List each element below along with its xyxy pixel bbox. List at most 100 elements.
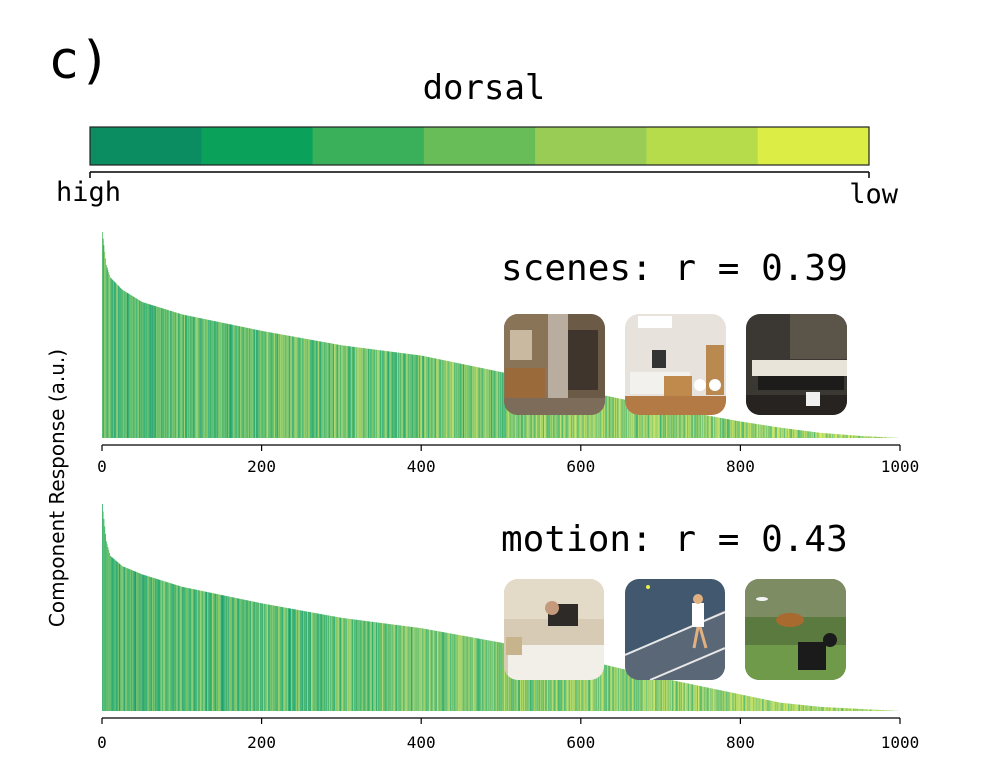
motion-bar (761, 698, 763, 711)
scenes-bar (832, 433, 833, 438)
scenes-x-tick-label: 800 (726, 457, 755, 476)
motion-bar (232, 597, 234, 711)
motion-bar (152, 577, 153, 711)
motion-bar (319, 613, 321, 711)
scenes-bar (256, 329, 258, 438)
motion-bar (821, 706, 822, 711)
motion-bar (401, 625, 402, 711)
scenes-bar (360, 347, 362, 438)
motion-bar (583, 659, 584, 711)
motion-bar (697, 685, 699, 711)
motion-bar (572, 657, 573, 711)
scenes-bar (175, 312, 177, 438)
motion-bar (432, 630, 434, 711)
scenes-bar (799, 430, 801, 438)
motion-bar (499, 642, 501, 711)
scenes-bar (752, 423, 754, 438)
motion-bar (657, 677, 659, 711)
motion-bar (118, 563, 120, 711)
motion-bar (880, 709, 881, 711)
motion-bar (159, 579, 161, 711)
motion-bar (295, 609, 297, 711)
scenes-bar (323, 342, 325, 438)
scenes-bar (617, 398, 619, 438)
motion-bar (273, 605, 275, 711)
scenes-bar (419, 355, 421, 438)
scenes-bar (882, 437, 884, 438)
motion-bar (162, 580, 164, 711)
motion-bar (457, 634, 458, 711)
scenes-bar (399, 352, 401, 438)
motion-bar (834, 707, 836, 711)
motion-bar (246, 600, 248, 711)
motion-bar (666, 679, 668, 711)
scenes-bar (778, 427, 780, 438)
motion-bar (381, 623, 383, 711)
scenes-bar (658, 406, 659, 438)
scenes-bar (121, 289, 123, 438)
motion-bar (353, 619, 355, 711)
motion-bar (180, 586, 181, 711)
scenes-bar (709, 415, 710, 438)
scenes-bar (342, 345, 343, 438)
motion-bar (128, 568, 130, 711)
scenes-bar (290, 336, 292, 438)
scenes-bar (131, 295, 133, 438)
scenes-bar (739, 421, 741, 438)
scenes-bar (635, 401, 636, 438)
scenes-bar (451, 361, 453, 438)
scenes-bar (436, 358, 438, 438)
motion-bar (496, 641, 497, 711)
scenes-bar (335, 344, 337, 438)
scenes-bar (680, 410, 682, 438)
scenes-bar (674, 409, 676, 438)
scenes-bar (885, 437, 887, 438)
motion-bar (425, 629, 427, 711)
motion-bar (212, 593, 214, 711)
motion-bar (459, 635, 461, 711)
scenes-bar (199, 318, 201, 438)
scenes-bar (389, 351, 390, 438)
motion-bar (416, 627, 418, 711)
scenes-bar (698, 414, 700, 438)
scenes-bar (374, 349, 375, 438)
scenes-bar (756, 423, 758, 438)
motion-bar (873, 709, 875, 711)
scenes-bar (651, 405, 652, 438)
scenes-bar (824, 433, 825, 438)
motion-bar (623, 669, 625, 711)
motion-bar (812, 706, 813, 711)
motion-bar (560, 655, 562, 711)
scenes-bar (184, 314, 185, 438)
motion-bar (179, 586, 181, 711)
motion-bar (190, 588, 192, 711)
motion-bar (544, 651, 545, 711)
motion-bar (220, 594, 222, 711)
motion-bar (382, 623, 383, 711)
scenes-bar (122, 290, 124, 438)
scenes-bar (676, 409, 678, 438)
motion-bar (690, 684, 692, 711)
scenes-bar (684, 411, 686, 438)
motion-x-tick-label: 1000 (881, 733, 920, 752)
motion-bar (786, 703, 788, 711)
motion-bar (315, 613, 316, 711)
scenes-bar (716, 417, 718, 438)
scenes-bar (353, 346, 355, 438)
motion-bar (449, 633, 451, 711)
motion-bar (319, 613, 320, 711)
motion-bar (886, 710, 888, 711)
scenes-annotation: scenes: r = 0.39 (501, 248, 848, 289)
motion-bar (785, 703, 787, 711)
scenes-bar (848, 435, 849, 438)
motion-bar (446, 632, 448, 711)
motion-bar (734, 693, 736, 711)
scenes-thumbnail-3 (746, 314, 847, 415)
motion-bar (798, 704, 800, 711)
motion-bar (196, 589, 197, 711)
scenes-bar (346, 346, 348, 438)
motion-thumbnail-3 (745, 579, 846, 680)
scenes-bar (129, 294, 131, 438)
motion-bar (160, 580, 161, 711)
motion-bar (350, 619, 352, 711)
